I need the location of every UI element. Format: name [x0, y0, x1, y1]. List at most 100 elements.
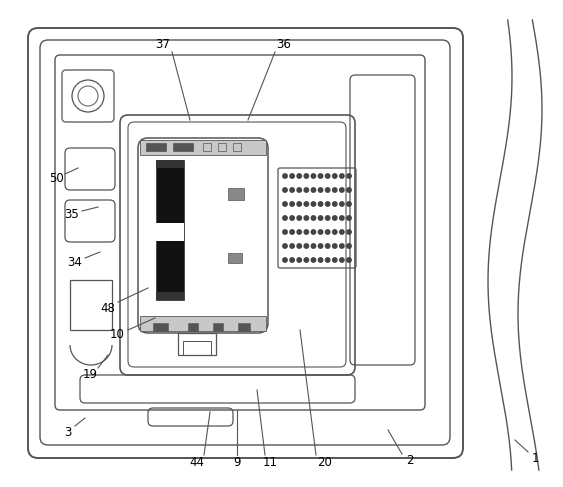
Circle shape	[297, 258, 301, 262]
Circle shape	[318, 244, 323, 248]
Circle shape	[347, 230, 351, 234]
Bar	[233, 143, 241, 151]
Text: 34: 34	[68, 256, 82, 268]
Circle shape	[339, 230, 344, 234]
Circle shape	[311, 174, 316, 178]
Circle shape	[339, 216, 344, 220]
Text: 10: 10	[110, 329, 124, 341]
Circle shape	[297, 216, 301, 220]
Circle shape	[339, 174, 344, 178]
Circle shape	[347, 188, 351, 192]
Bar	[156, 292, 184, 300]
Circle shape	[311, 258, 316, 262]
Circle shape	[325, 216, 330, 220]
Circle shape	[290, 258, 294, 262]
Bar	[146, 143, 166, 151]
Circle shape	[283, 174, 287, 178]
Circle shape	[297, 202, 301, 206]
Circle shape	[290, 188, 294, 192]
Circle shape	[325, 188, 330, 192]
Bar	[140, 316, 266, 331]
Text: 48: 48	[101, 301, 115, 315]
Circle shape	[333, 174, 337, 178]
Circle shape	[318, 230, 323, 234]
Circle shape	[304, 174, 309, 178]
Circle shape	[325, 230, 330, 234]
Text: 3: 3	[64, 426, 72, 438]
Text: 50: 50	[50, 171, 64, 185]
Bar	[178, 333, 216, 355]
Bar	[203, 143, 211, 151]
Text: 44: 44	[190, 455, 204, 468]
Circle shape	[333, 258, 337, 262]
Circle shape	[283, 244, 287, 248]
Bar	[156, 160, 184, 168]
Circle shape	[318, 202, 323, 206]
Bar	[173, 143, 193, 151]
Circle shape	[347, 202, 351, 206]
Text: 19: 19	[83, 369, 97, 381]
Text: 37: 37	[155, 38, 171, 52]
Circle shape	[311, 216, 316, 220]
Text: 1: 1	[531, 451, 539, 465]
Circle shape	[297, 230, 301, 234]
Circle shape	[333, 202, 337, 206]
Bar	[156, 223, 184, 241]
Circle shape	[311, 244, 316, 248]
Circle shape	[304, 244, 309, 248]
Circle shape	[297, 188, 301, 192]
Circle shape	[318, 174, 323, 178]
Circle shape	[347, 174, 351, 178]
Bar	[153, 323, 168, 331]
Circle shape	[333, 230, 337, 234]
Circle shape	[325, 174, 330, 178]
Circle shape	[304, 202, 309, 206]
Circle shape	[283, 188, 287, 192]
Circle shape	[311, 202, 316, 206]
Text: 11: 11	[262, 455, 278, 468]
Circle shape	[311, 230, 316, 234]
Circle shape	[304, 216, 309, 220]
Circle shape	[333, 188, 337, 192]
Circle shape	[283, 230, 287, 234]
Circle shape	[290, 216, 294, 220]
Circle shape	[333, 216, 337, 220]
Circle shape	[339, 202, 344, 206]
Circle shape	[347, 258, 351, 262]
Circle shape	[325, 258, 330, 262]
Text: 20: 20	[318, 455, 332, 468]
Circle shape	[283, 202, 287, 206]
Circle shape	[347, 244, 351, 248]
Text: 36: 36	[276, 38, 292, 52]
Text: 9: 9	[233, 455, 241, 468]
Circle shape	[283, 216, 287, 220]
Circle shape	[318, 188, 323, 192]
Bar	[188, 323, 198, 331]
Circle shape	[290, 174, 294, 178]
Circle shape	[347, 216, 351, 220]
Bar	[70, 280, 112, 330]
Circle shape	[325, 202, 330, 206]
Circle shape	[304, 258, 309, 262]
Bar	[183, 341, 211, 355]
Circle shape	[297, 244, 301, 248]
Text: 35: 35	[65, 208, 79, 222]
Circle shape	[290, 230, 294, 234]
Circle shape	[283, 258, 287, 262]
Bar	[238, 323, 250, 331]
Bar	[228, 253, 242, 263]
Circle shape	[333, 244, 337, 248]
Circle shape	[318, 216, 323, 220]
Circle shape	[325, 244, 330, 248]
Bar	[218, 143, 226, 151]
Circle shape	[311, 188, 316, 192]
Circle shape	[297, 174, 301, 178]
Circle shape	[339, 244, 344, 248]
Text: 2: 2	[406, 453, 414, 467]
Circle shape	[290, 202, 294, 206]
Bar	[140, 140, 266, 155]
Bar	[156, 160, 184, 300]
Bar	[228, 188, 244, 200]
Circle shape	[290, 244, 294, 248]
Circle shape	[318, 258, 323, 262]
